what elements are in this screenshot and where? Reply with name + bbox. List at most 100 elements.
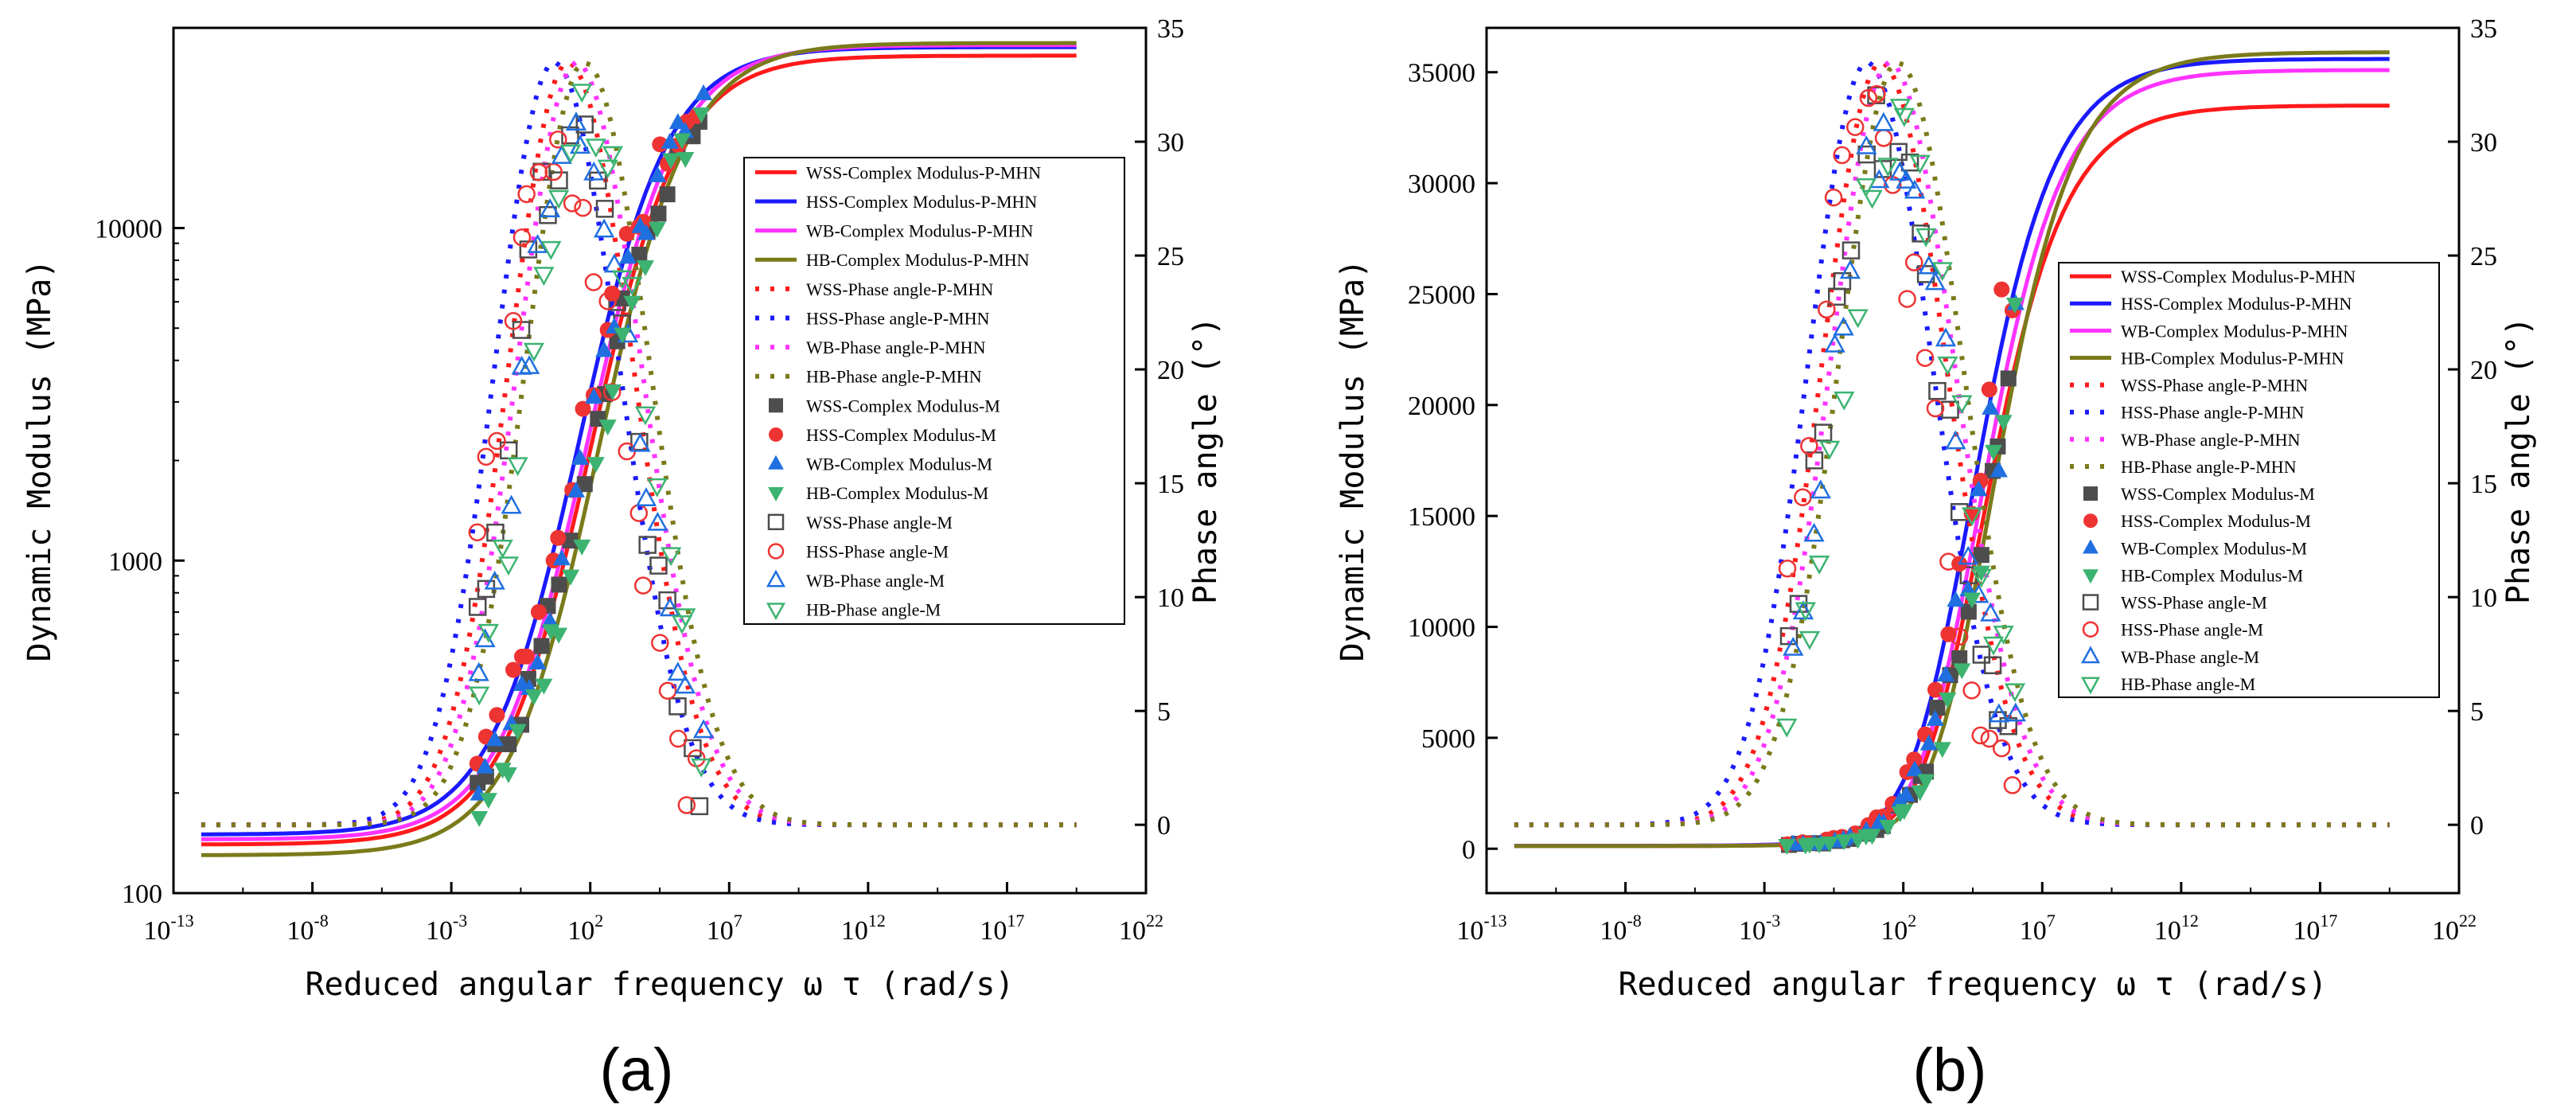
- wb-complex-modulus-marker: [1989, 461, 2008, 478]
- wb-phase-angle-marker: [1839, 259, 1861, 279]
- hb-phase-angle-marker: [540, 240, 562, 260]
- legend-label: HB-Phase angle-P-MHN: [2121, 457, 2297, 477]
- hss-complex-modulus-marker: [530, 603, 547, 620]
- legend: WSS-Complex Modulus-P-MHN HSS-Complex Mod…: [743, 157, 1125, 625]
- hss-phase-angle-marker: [669, 729, 688, 748]
- y2-tick-label: 0: [1157, 811, 1171, 841]
- wb-complex-modulus-marker: [619, 248, 637, 264]
- wb-complex-modulus-marker: [1970, 480, 1988, 497]
- hb-phase-angle-marker: [597, 159, 618, 179]
- hb-phase-angle-marker: [571, 84, 593, 103]
- hss-phase-angle-marker: [584, 273, 603, 291]
- y2-tick-label: 10: [2470, 583, 2497, 613]
- hb-phase-angle-marker: [1970, 568, 1992, 588]
- wss-phase-angle-marker: [649, 556, 668, 575]
- legend: WSS-Complex Modulus-P-MHN HSS-Complex Mod…: [2058, 262, 2440, 698]
- hss-complex-modulus-marker: [1906, 751, 1923, 768]
- hb-complex-modulus-marker: [1911, 785, 1929, 802]
- hb-complex-modulus-marker: [1933, 742, 1951, 759]
- hss-phase-angle-marker: [1971, 726, 1990, 745]
- x-tick-label: 107: [2020, 911, 2056, 946]
- hb-complex-modulus-marker: [676, 152, 695, 169]
- wss-complex-modulus-marker: [551, 576, 567, 593]
- y2-tick-label: 35: [2470, 14, 2497, 44]
- hss-complex-modulus-marker: [618, 225, 635, 242]
- wb-complex-modulus-marker: [668, 113, 687, 130]
- wb-complex-modulus-marker: [1959, 580, 1978, 597]
- hb-phase-angle-marker: [507, 457, 528, 477]
- hb-phase-angle-marker: [1893, 107, 1915, 127]
- wss-phase-angle-marker: [1779, 626, 1799, 646]
- wb-phase-angle-marker: [1824, 333, 1845, 353]
- wss-phase-angle-marker: [1900, 153, 1919, 172]
- wss-complex-modulus-marker: [533, 638, 550, 654]
- legend-label: HSS-Complex Modulus-M: [2121, 511, 2311, 531]
- wb-complex-modulus-marker: [595, 341, 614, 357]
- hss-phase-angle-marker: [1800, 436, 1818, 455]
- wss-phase-angle-marker: [1912, 224, 1930, 243]
- hb-complex-modulus-marker: [587, 457, 605, 474]
- hb-phase-angle-marker: [533, 267, 555, 287]
- hb-complex-modulus-marker: [1863, 829, 1881, 845]
- legend-label: WB-Complex Modulus-M: [806, 455, 992, 474]
- hb-complex-modulus-marker: [1778, 839, 1796, 856]
- wb-complex-modulus-marker: [1947, 591, 1965, 607]
- hb-complex-modulus-marker: [1895, 804, 1913, 821]
- wb-phase-angle-marker: [1873, 111, 1894, 131]
- wb-phase-angle-marker: [540, 198, 561, 217]
- wb-complex-modulus-marker: [637, 224, 655, 240]
- legend-label: WSS-Complex Modulus-M: [2121, 484, 2315, 504]
- x-tick-exponent: -13: [170, 911, 193, 931]
- x-tick-label: 10-3: [426, 911, 467, 946]
- hss-phase-angle-marker: [1904, 253, 1923, 271]
- y2-tick-label: 30: [2470, 128, 2497, 158]
- wb-complex-modulus-marker: [541, 611, 559, 628]
- x-axis-title: Reduced angular frequency ω τ (rad/s): [1618, 966, 2327, 1003]
- legend-swatch-marker: [768, 486, 784, 501]
- x-tick-exponent: 12: [2181, 911, 2199, 931]
- legend-label: HB-Complex Modulus-M: [806, 483, 988, 503]
- legend-swatch-marker: [2082, 594, 2099, 611]
- legend-swatch-marker: [767, 513, 785, 531]
- legend-frame: [743, 157, 1125, 625]
- wss-complex-modulus-marker: [1960, 603, 1977, 620]
- hb-complex-modulus-marker: [1821, 836, 1839, 853]
- x-axis-title: Reduced angular frequency ω τ (rad/s): [305, 966, 1014, 1003]
- hb-phase-angle-marker: [1776, 718, 1798, 738]
- hb-complex-modulus-marker: [1879, 819, 1897, 836]
- hb-phase-angle-marker: [1961, 507, 1983, 527]
- hss-phase-angle-marker: [602, 383, 622, 401]
- hss-phase-angle-marker: [651, 634, 669, 652]
- hss-complex-modulus-marker: [1993, 281, 2010, 298]
- x-tick-exponent: 7: [734, 911, 742, 931]
- hss-phase-angle-marker: [1778, 559, 1797, 578]
- legend-swatch-marker: [769, 427, 783, 442]
- hss-phase-angle-marker: [544, 162, 563, 181]
- wb-complex-modulus-marker: [649, 166, 667, 182]
- wb-phase-angle-marker: [1918, 255, 1939, 275]
- legend-swatch-marker: [766, 603, 786, 621]
- wb-phase-angle-marker: [527, 234, 548, 253]
- wb-complex-modulus-marker: [695, 84, 713, 100]
- hss-phase-angle-marker: [1846, 118, 1865, 136]
- hss-phase-angle-marker: [1950, 627, 1969, 646]
- legend-label: WSS-Complex Modulus-P-MHN: [2121, 267, 2356, 287]
- legend-label: HSS-Complex Modulus-P-MHN: [806, 192, 1037, 212]
- hb-complex-modulus-marker: [1917, 774, 1935, 790]
- hss-phase-angle-marker: [658, 681, 677, 700]
- y-tick-label: 5000: [1421, 724, 1475, 754]
- hss-complex-modulus-marker: [604, 285, 621, 302]
- wb-phase-angle-marker: [1803, 522, 1825, 542]
- wb-complex-modulus-marker: [567, 481, 585, 497]
- hb-phase-angle-marker: [1931, 262, 1953, 282]
- wb-phase-angle-marker: [1988, 703, 2009, 723]
- hb-complex-modulus-marker: [499, 767, 517, 784]
- y-tick-label: 30000: [1408, 170, 1475, 199]
- panel-b-chart: 10-13 10-8 10-3 102 107 1012 1017 1022050001000…: [1335, 14, 2537, 1003]
- wb-phase-angle-marker: [635, 487, 657, 506]
- hb-complex-modulus-marker: [623, 295, 641, 312]
- hb-phase-angle-marker: [634, 406, 657, 426]
- y2-tick-label: 25: [1157, 242, 1184, 271]
- hb-phase-angle-marker: [1818, 440, 1841, 460]
